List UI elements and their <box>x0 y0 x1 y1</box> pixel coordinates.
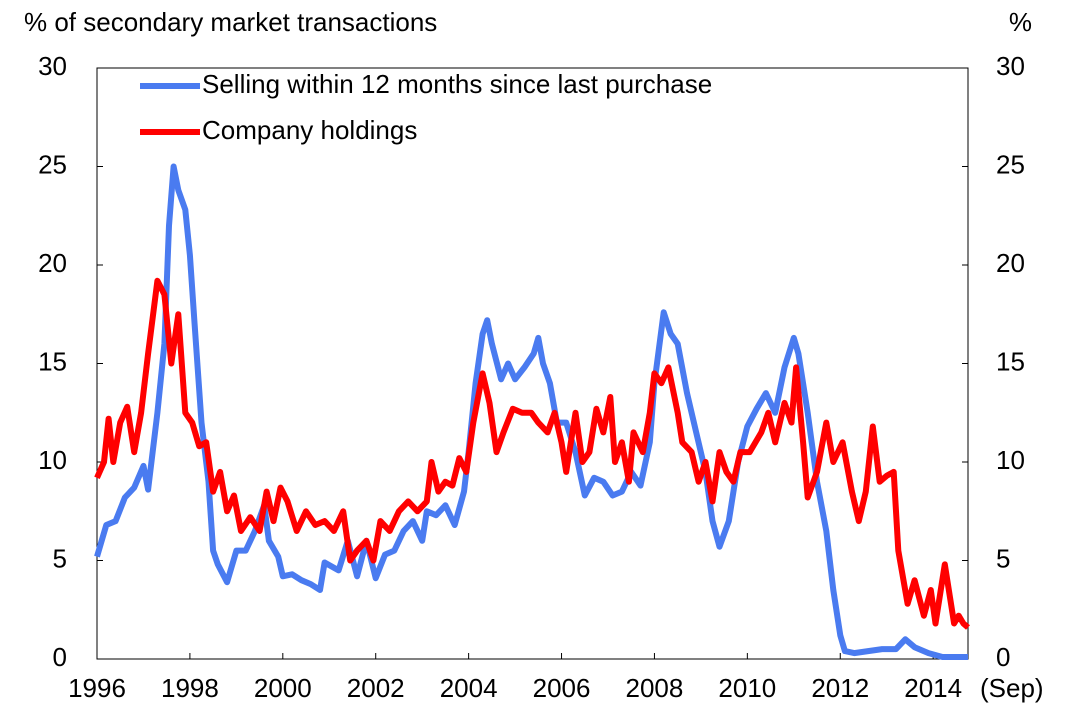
x-note: (Sep) <box>980 673 1044 703</box>
y2-tick-label: 10 <box>996 445 1025 475</box>
y-tick-label: 5 <box>53 543 67 573</box>
x-tick-label: 1996 <box>68 673 126 703</box>
x-tick-label: 1998 <box>161 673 219 703</box>
y-tick-label: 0 <box>53 642 67 672</box>
series-line <box>94 163 968 660</box>
x-tick-label: 2014 <box>904 673 962 703</box>
y2-tick-label: 30 <box>996 51 1025 81</box>
legend-label: Company holdings <box>202 115 417 145</box>
x-tick-label: 2002 <box>347 673 405 703</box>
y-tick-label: 20 <box>38 248 67 278</box>
x-tick-label: 2006 <box>533 673 591 703</box>
y2-tick-label: 25 <box>996 149 1025 179</box>
y2-tick-label: 15 <box>996 346 1025 376</box>
y-tick-label: 30 <box>38 51 67 81</box>
y2-tick-label: 20 <box>996 248 1025 278</box>
y2-tick-label: 5 <box>996 543 1010 573</box>
y-tick-label: 15 <box>38 346 67 376</box>
y-tick-label: 25 <box>38 149 67 179</box>
y2-tick-label: 0 <box>996 642 1010 672</box>
x-tick-label: 2000 <box>254 673 312 703</box>
series-line <box>94 277 970 630</box>
x-tick-label: 2004 <box>440 673 498 703</box>
y-axis-label: % of secondary market transactions <box>24 7 437 37</box>
y-tick-label: 10 <box>38 445 67 475</box>
x-tick-label: 2010 <box>718 673 776 703</box>
y2-axis-label: % <box>1009 7 1032 37</box>
legend-label: Selling within 12 months since last purc… <box>202 69 712 99</box>
x-tick-label: 2008 <box>626 673 684 703</box>
x-tick-label: 2012 <box>811 673 869 703</box>
